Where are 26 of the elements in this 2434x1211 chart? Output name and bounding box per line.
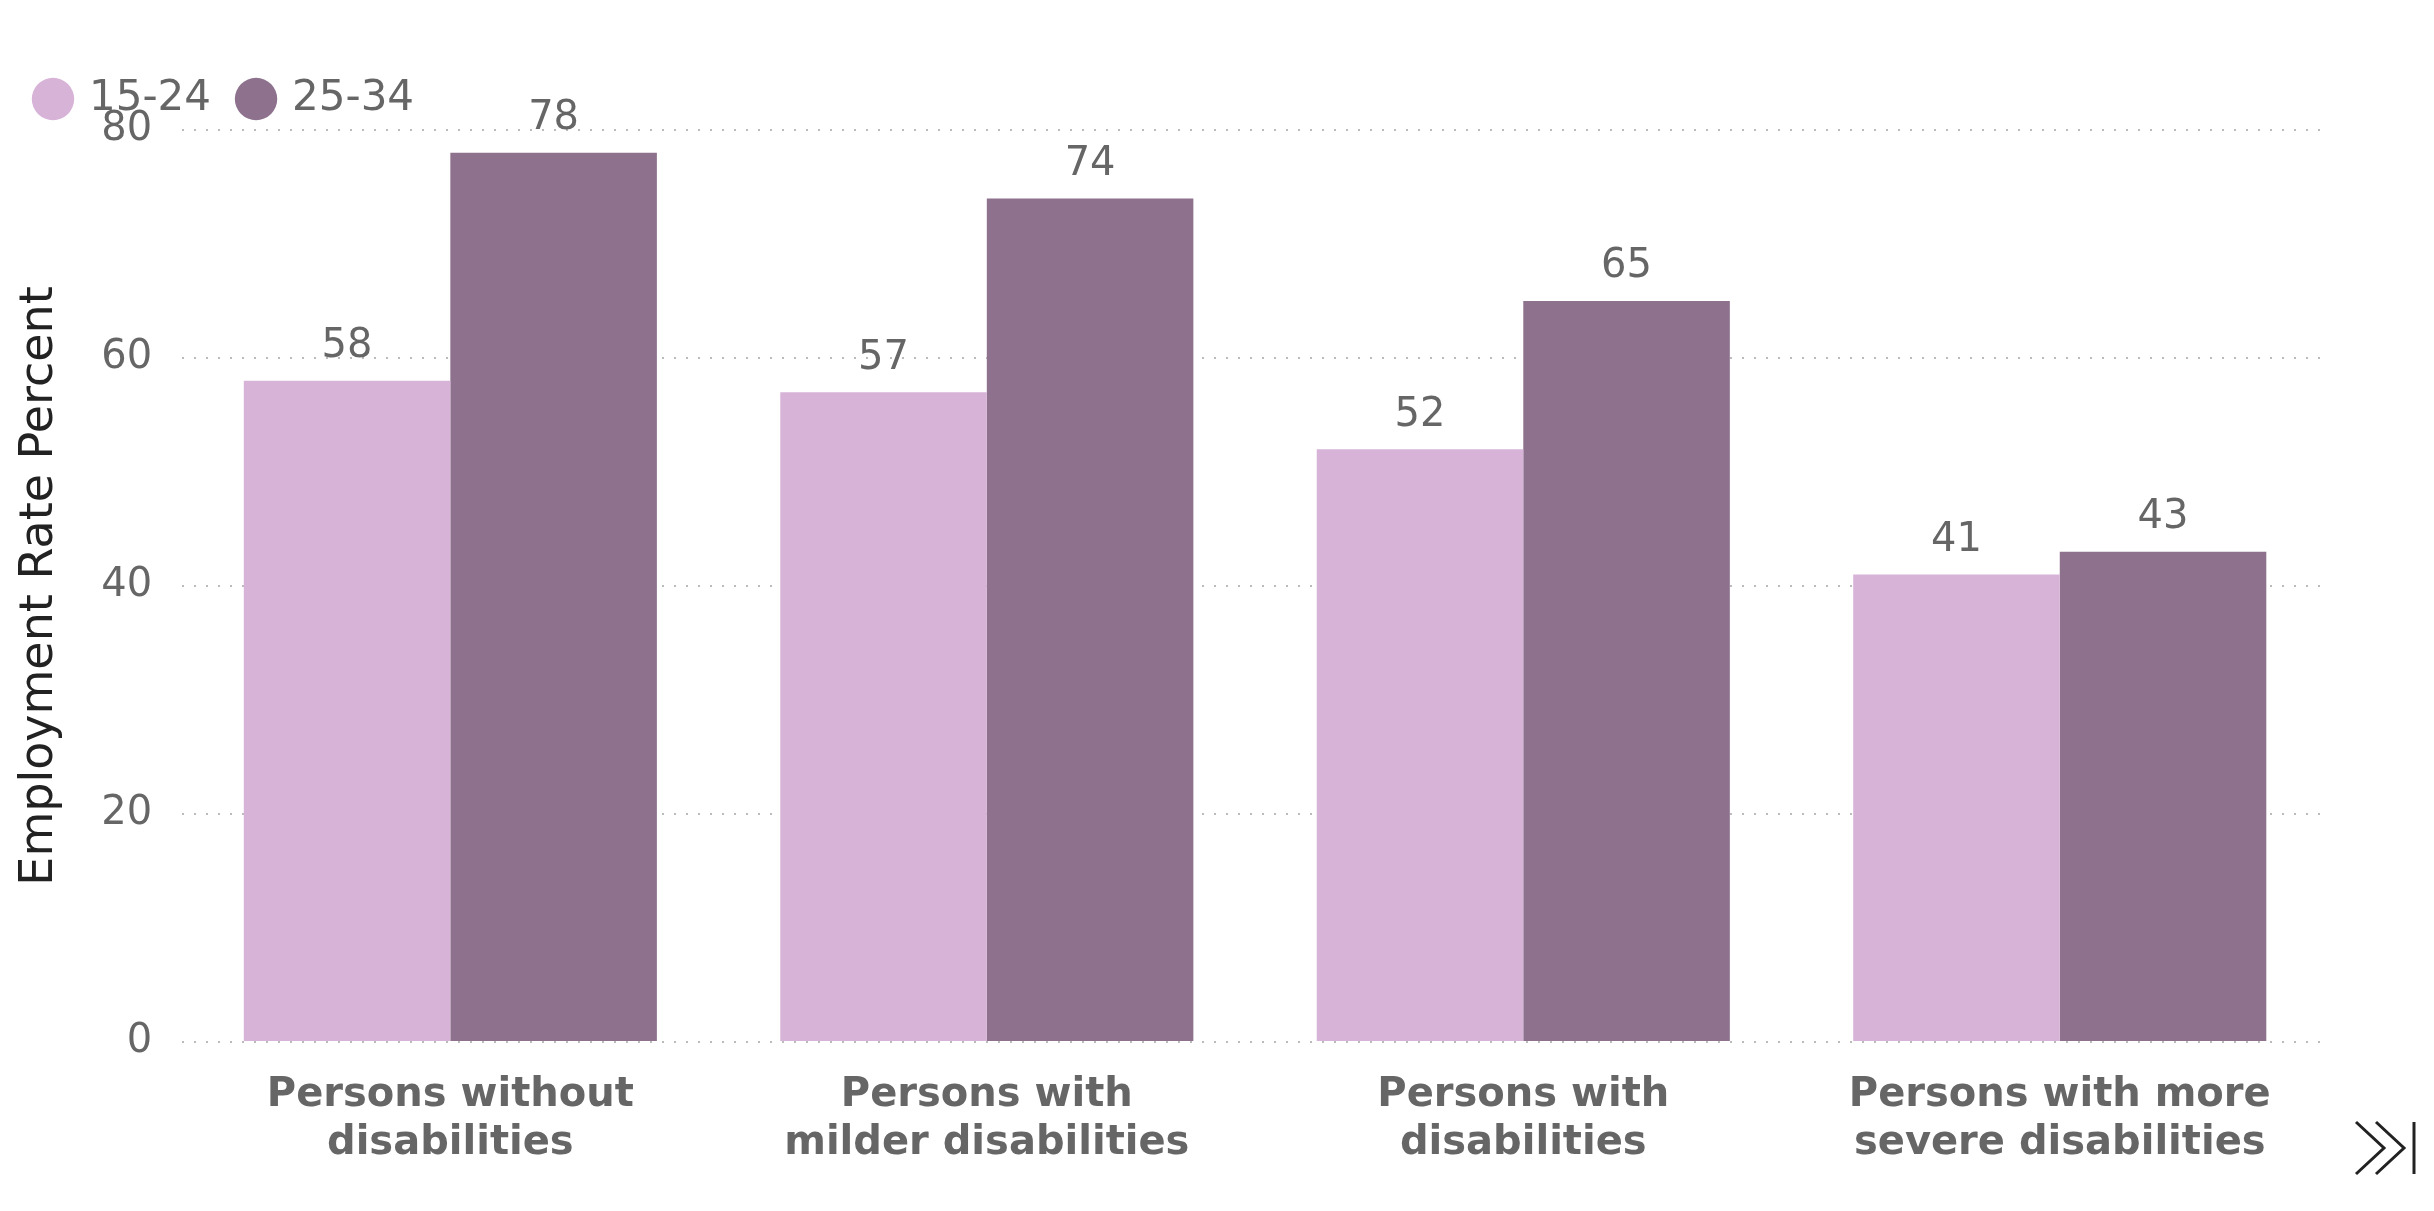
y-tick-label: 60: [101, 331, 153, 378]
bar: [1316, 449, 1524, 1041]
bar: [450, 152, 657, 1041]
x-tick-label: Persons without disabilities: [266, 1069, 634, 1164]
y-tick-label: 0: [126, 1015, 153, 1062]
x-tick-label: Persons with disabilities: [1377, 1069, 1670, 1164]
bar: [243, 380, 451, 1041]
y-tick-label: 20: [101, 787, 153, 834]
data-label: 74: [1064, 137, 1116, 184]
data-label: 43: [2137, 491, 2189, 538]
bar: [1853, 574, 2060, 1041]
x-tick-label: Persons with more severe disabilities: [1848, 1069, 2271, 1164]
data-label: 41: [1931, 513, 1982, 560]
bar: [2059, 551, 2267, 1041]
data-label: 78: [528, 92, 580, 139]
x-tick-label: Persons with milder disabilities: [784, 1069, 1190, 1164]
legend-label: 25-34: [292, 70, 415, 120]
y-axis-title: Employment Rate Percent: [8, 286, 63, 886]
data-label: 65: [1601, 240, 1653, 287]
data-label: 52: [1394, 388, 1446, 435]
bar: [986, 198, 1194, 1041]
y-tick-label: 40: [101, 559, 153, 606]
data-label: 58: [321, 320, 373, 367]
bar: [780, 392, 987, 1041]
data-label: 57: [858, 331, 909, 378]
bar: [1523, 301, 1730, 1041]
